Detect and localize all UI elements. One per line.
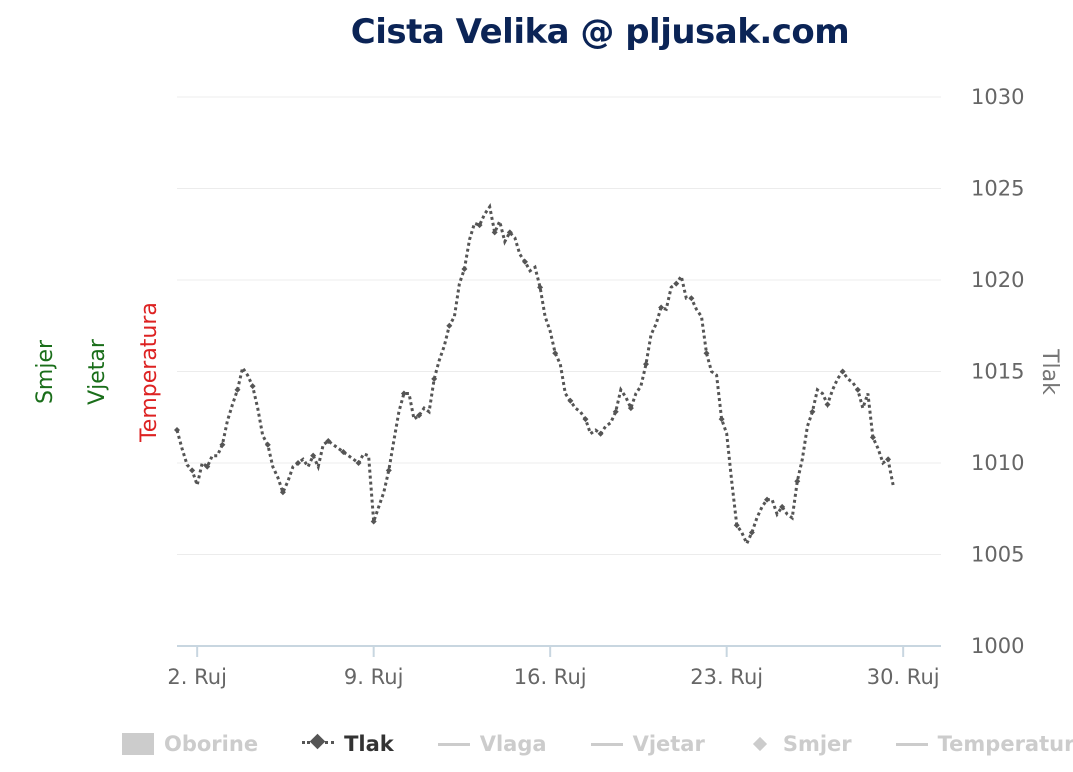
data-point [416, 412, 423, 419]
data-point [552, 350, 559, 357]
y-tick-label: 1020 [971, 268, 1024, 292]
data-point [491, 229, 498, 236]
data-point [340, 449, 347, 456]
left-axis-title: Vjetar [85, 338, 110, 405]
left-axis-title: Temperatura [137, 302, 162, 443]
y-tick-label: 1005 [971, 543, 1024, 567]
data-point [537, 284, 544, 291]
legend-label: Vlaga [479, 732, 547, 756]
data-point [869, 434, 876, 441]
data-point [824, 401, 831, 408]
data-point [839, 368, 846, 375]
data-point [295, 460, 302, 466]
x-tick-label: 9. Ruj [344, 665, 404, 689]
x-tick-label: 16. Ruj [514, 665, 587, 689]
y-tick-label: 1000 [971, 634, 1024, 658]
legend-item-smjer[interactable]: Smjer [749, 732, 852, 756]
data-point [688, 295, 695, 302]
legend-label: Temperatura [937, 732, 1073, 756]
series-layer [174, 203, 895, 548]
data-point [385, 467, 392, 474]
data-point [234, 386, 241, 393]
data-point [794, 478, 801, 485]
chart-title: Cista Velika @ pljusak.com [350, 12, 850, 52]
legend-item-oborine[interactable]: Oborine [122, 732, 258, 756]
legend-symbol [895, 742, 928, 746]
y-tick-label: 1030 [971, 85, 1024, 109]
y-axis-title-tlak: Tlak [1037, 348, 1062, 395]
data-point [597, 430, 604, 437]
data-point [567, 397, 574, 404]
data-point [642, 361, 649, 368]
data-point [310, 452, 317, 459]
data-point [446, 322, 453, 329]
data-point [809, 408, 816, 415]
legend-label: Oborine [164, 732, 259, 756]
gridlines [177, 96, 941, 555]
legend-item-vlaga[interactable]: Vlaga [437, 732, 547, 756]
data-point [748, 529, 755, 536]
data-point [627, 405, 634, 412]
data-point [189, 467, 196, 474]
data-point [854, 386, 861, 393]
legend-symbol [752, 736, 767, 752]
y-axis-ticks: 1000 1005 1010 1015 1020 1025 1030 [971, 85, 1024, 658]
data-point [779, 503, 786, 510]
data-point [204, 463, 211, 470]
legend: Oborine Tlak Vlaga Vjetar Smjer Temperatura [122, 728, 1073, 760]
legend-symbol [590, 742, 623, 746]
y-tick-label: 1015 [971, 360, 1024, 384]
data-point [431, 375, 438, 382]
data-point [325, 438, 332, 445]
x-tick-label: 2. Ruj [167, 665, 227, 689]
data-point [476, 222, 483, 229]
data-point [885, 456, 892, 463]
y-tick-label: 1025 [971, 177, 1024, 201]
data-point [733, 522, 740, 529]
x-tick-label: 23. Ruj [690, 665, 763, 689]
left-axis-title: Smjer [33, 339, 58, 404]
legend-label: Vjetar [632, 732, 705, 756]
x-axis: 2. Ruj 9. Ruj 16. Ruj 23. Ruj 30. Ruj [167, 645, 941, 689]
data-point [219, 441, 226, 448]
data-point [506, 229, 513, 236]
data-point [521, 258, 528, 265]
legend-item-tlak[interactable]: Tlak [302, 732, 394, 756]
data-point [174, 427, 180, 434]
data-point [355, 460, 362, 466]
legend-symbol [122, 733, 154, 755]
data-point [703, 350, 710, 357]
axis-titles: Tlak Smjer Vjetar Temperatura [33, 302, 1062, 443]
data-point [612, 408, 619, 415]
data-point [400, 390, 407, 397]
y-tick-label: 1010 [971, 451, 1024, 475]
data-point [279, 489, 286, 496]
legend-item-temperatura[interactable]: Temperatura [895, 732, 1073, 756]
data-point [461, 266, 468, 273]
legend-label: Smjer [782, 732, 852, 756]
data-point [370, 518, 377, 525]
data-point [249, 383, 256, 390]
legend-item-vjetar[interactable]: Vjetar [590, 732, 705, 756]
legend-symbol [437, 742, 470, 746]
data-point [264, 441, 271, 448]
data-point [582, 416, 589, 423]
legend-symbol [302, 733, 335, 750]
data-point [658, 304, 665, 311]
data-point [764, 496, 771, 503]
x-tick-label: 30. Ruj [867, 665, 940, 689]
data-point [718, 416, 725, 423]
data-point [673, 280, 680, 287]
legend-label: Tlak [344, 732, 394, 756]
